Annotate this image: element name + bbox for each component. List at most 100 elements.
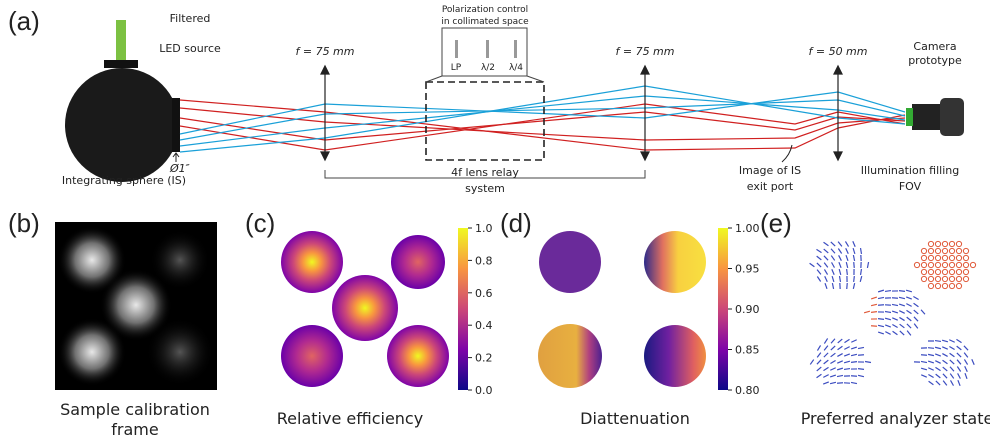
analyzer-glyph — [824, 338, 827, 343]
analyzer-glyph — [871, 304, 877, 305]
camera-back — [940, 98, 964, 136]
analyzer-glyph — [823, 375, 828, 378]
analyzer-glyph — [853, 248, 855, 254]
port-arrow — [173, 153, 179, 162]
analyzer-glyph — [817, 256, 822, 260]
panel-label: (d) — [500, 208, 532, 238]
analyzer-glyph — [817, 276, 820, 281]
analyzer-glyph — [817, 360, 821, 364]
analyzer-glyph — [878, 319, 884, 320]
analyzer-glyph — [956, 269, 961, 274]
analyzer-glyph — [900, 324, 905, 328]
analyzer-glyph — [913, 297, 918, 300]
analyzer-glyph — [942, 283, 947, 288]
analyzer-glyph — [846, 255, 848, 261]
analyzer-glyph — [824, 346, 828, 351]
analyzer-glyph — [958, 380, 960, 386]
analyzer-glyph — [878, 297, 884, 298]
analyzer-glyph — [832, 283, 833, 289]
analyzer-glyph — [921, 262, 926, 267]
analyzer-glyph — [965, 373, 967, 379]
analyzer-glyph — [943, 374, 947, 378]
analyzer-glyph — [951, 380, 954, 385]
analyzer-glyph — [824, 263, 828, 268]
analyzer-glyph — [832, 276, 834, 282]
spot — [387, 325, 449, 387]
spot — [539, 231, 601, 293]
panel-label: (c) — [245, 208, 275, 238]
analyzer-glyph — [942, 347, 948, 349]
focal-label: f = 75 mm — [295, 45, 354, 58]
analyzer-glyph — [861, 248, 862, 254]
analyzer-glyph — [964, 346, 968, 350]
analyzer-glyph — [949, 241, 954, 246]
analyzer-glyph — [949, 283, 954, 288]
analyzer-glyph — [831, 242, 835, 246]
analyzer-glyph — [906, 290, 912, 292]
analyzer-glyph — [858, 369, 864, 370]
analyzer-glyph — [950, 360, 954, 364]
analyzer-glyph — [929, 381, 934, 385]
illumination-label: FOV — [899, 180, 922, 193]
focal-label: f = 50 mm — [808, 45, 867, 58]
element-label: λ/4 — [509, 63, 523, 73]
analyzer-glyph — [899, 304, 905, 306]
analyzer-glyph — [935, 248, 940, 253]
analyzer-glyph — [936, 374, 941, 378]
analyzer-glyph — [956, 248, 961, 253]
spot — [332, 275, 398, 341]
analyzer-glyph — [871, 297, 877, 299]
analyzer-glyph — [878, 305, 884, 306]
analyzer-glyph — [935, 283, 940, 288]
analyzer-glyph — [837, 375, 843, 376]
analyzer-glyph — [942, 354, 947, 357]
analyzer-glyph — [907, 317, 912, 321]
analyzer-glyph — [928, 354, 934, 355]
analyzer-glyph — [885, 312, 891, 313]
analyzer-glyph — [950, 374, 953, 379]
analyzer-glyph — [949, 248, 954, 253]
ray — [180, 112, 905, 140]
colorbar-tick-label: 0.90 — [735, 303, 760, 316]
analyzer-glyph — [958, 373, 961, 378]
analyzer-glyph — [878, 325, 884, 326]
colorbar-tick-label: 0.6 — [475, 287, 493, 300]
integrating-sphere — [65, 68, 179, 182]
analyzer-glyph — [817, 270, 821, 275]
analyzer-glyph — [921, 361, 927, 362]
colorbar-tick-label: 0.85 — [735, 344, 760, 357]
analyzer-glyph — [844, 354, 850, 356]
analyzer-glyph — [935, 255, 940, 260]
analyzer-glyph — [861, 269, 862, 275]
analyzer-glyph — [825, 283, 827, 289]
caption: Preferred analyzer state — [801, 409, 990, 428]
analyzer-glyph — [885, 325, 891, 327]
analyzer-glyph — [853, 255, 854, 261]
analyzer-glyph — [956, 255, 961, 260]
analyzer-glyph — [838, 346, 843, 349]
analyzer-glyph — [942, 248, 947, 253]
panel-label: (b) — [8, 208, 40, 238]
element-label: λ/2 — [481, 63, 495, 73]
analyzer-glyph — [846, 262, 847, 268]
analyzer-glyph — [936, 381, 940, 385]
analyzer-glyph — [964, 359, 967, 364]
analyzer-glyph — [943, 381, 947, 386]
spot — [538, 324, 602, 388]
efficiency-map — [281, 231, 449, 387]
analyzer-glyph — [878, 332, 884, 334]
analyzer-glyph — [963, 248, 968, 253]
analyzer-glyph — [965, 366, 968, 371]
analyzer-glyph — [817, 353, 821, 358]
colorbar — [718, 228, 728, 390]
analyzer-glyph — [851, 340, 856, 343]
inset-title: in collimated space — [441, 17, 529, 27]
analyzer-glyph — [839, 269, 841, 275]
analyzer-glyph — [956, 276, 961, 281]
colorbar-tick-label: 0.80 — [735, 384, 760, 397]
analyzer-glyph — [949, 340, 954, 342]
analyzer-glyph — [942, 241, 947, 246]
sphere-label: Integrating sphere (IS) — [62, 174, 186, 187]
analyzer-glyph — [830, 368, 835, 371]
analyzer-glyph — [858, 355, 864, 356]
